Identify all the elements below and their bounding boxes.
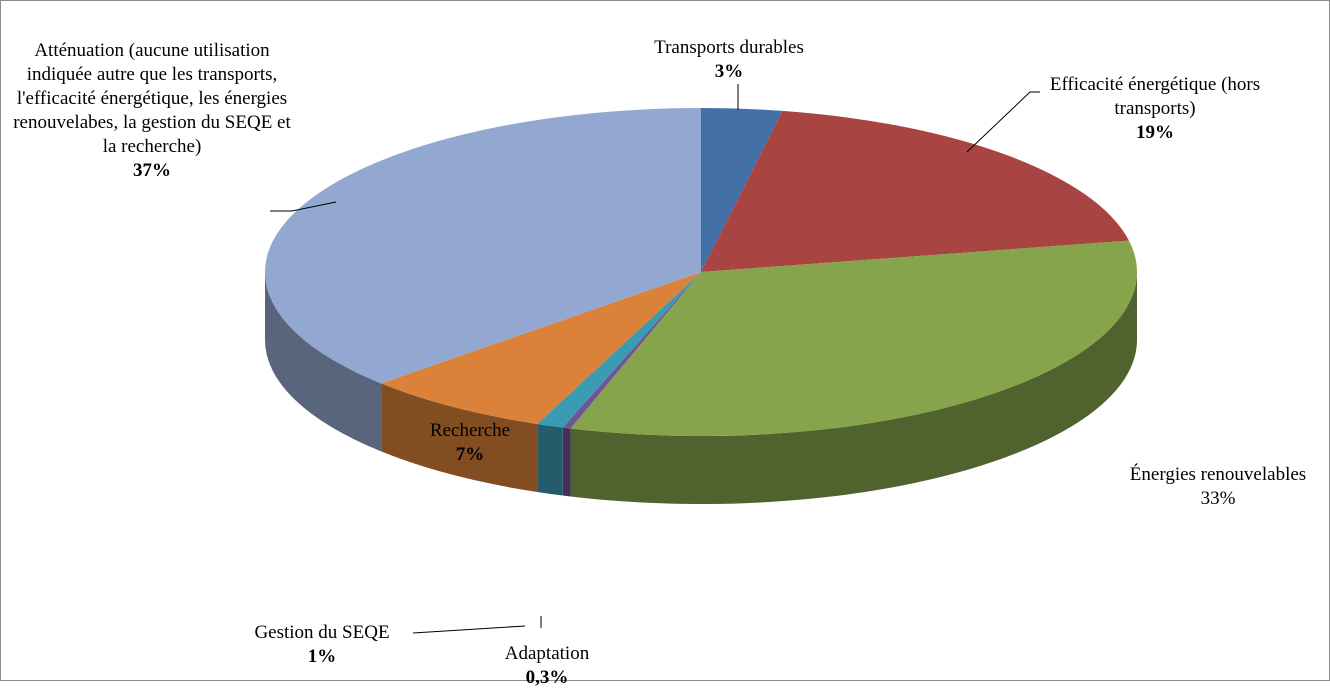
data-label: Transports durables 3% [599,36,859,84]
value-label: 1% [307,646,337,667]
leader-line [412,625,526,634]
category-label: Atténuation (aucune utilisation indiquée… [13,40,291,157]
category-label: Efficacité énergétique (hors transports) [1049,74,1261,119]
category-label: Recherche [429,420,511,441]
slice-side [265,272,382,452]
leader-line [966,91,1040,153]
category-label: Gestion du SEQE [254,622,390,643]
slice-side [381,383,538,492]
slice [701,108,783,272]
value-label: 19% [1136,122,1174,143]
slice [701,110,1129,272]
slice [562,272,701,429]
slice [381,272,701,424]
value-label: 7% [455,444,485,465]
slice [570,240,1137,436]
category-label: Énergies renouvelables [1129,464,1307,485]
value-label: 0,3% [525,667,569,688]
slice [537,272,701,428]
data-label: Recherche 7% [395,419,545,467]
value-label: 33% [1200,488,1236,509]
slice-side [537,423,563,496]
leader-line [270,201,337,212]
category-label: Transports durables [654,37,804,58]
data-label: Énergies renouvelables 33% [1098,463,1330,511]
data-label: Atténuation (aucune utilisation indiquée… [7,39,297,183]
data-label: Gestion du SEQE 1% [222,621,422,669]
value-label: 3% [714,61,744,82]
value-label: 37% [133,160,171,181]
category-label: Adaptation [504,643,590,664]
data-label: Adaptation 0,3% [467,642,627,690]
slice [264,108,701,384]
slice-side [562,427,571,497]
slice-side [570,272,1137,504]
data-label: Efficacité énergétique (hors transports)… [1030,73,1280,145]
